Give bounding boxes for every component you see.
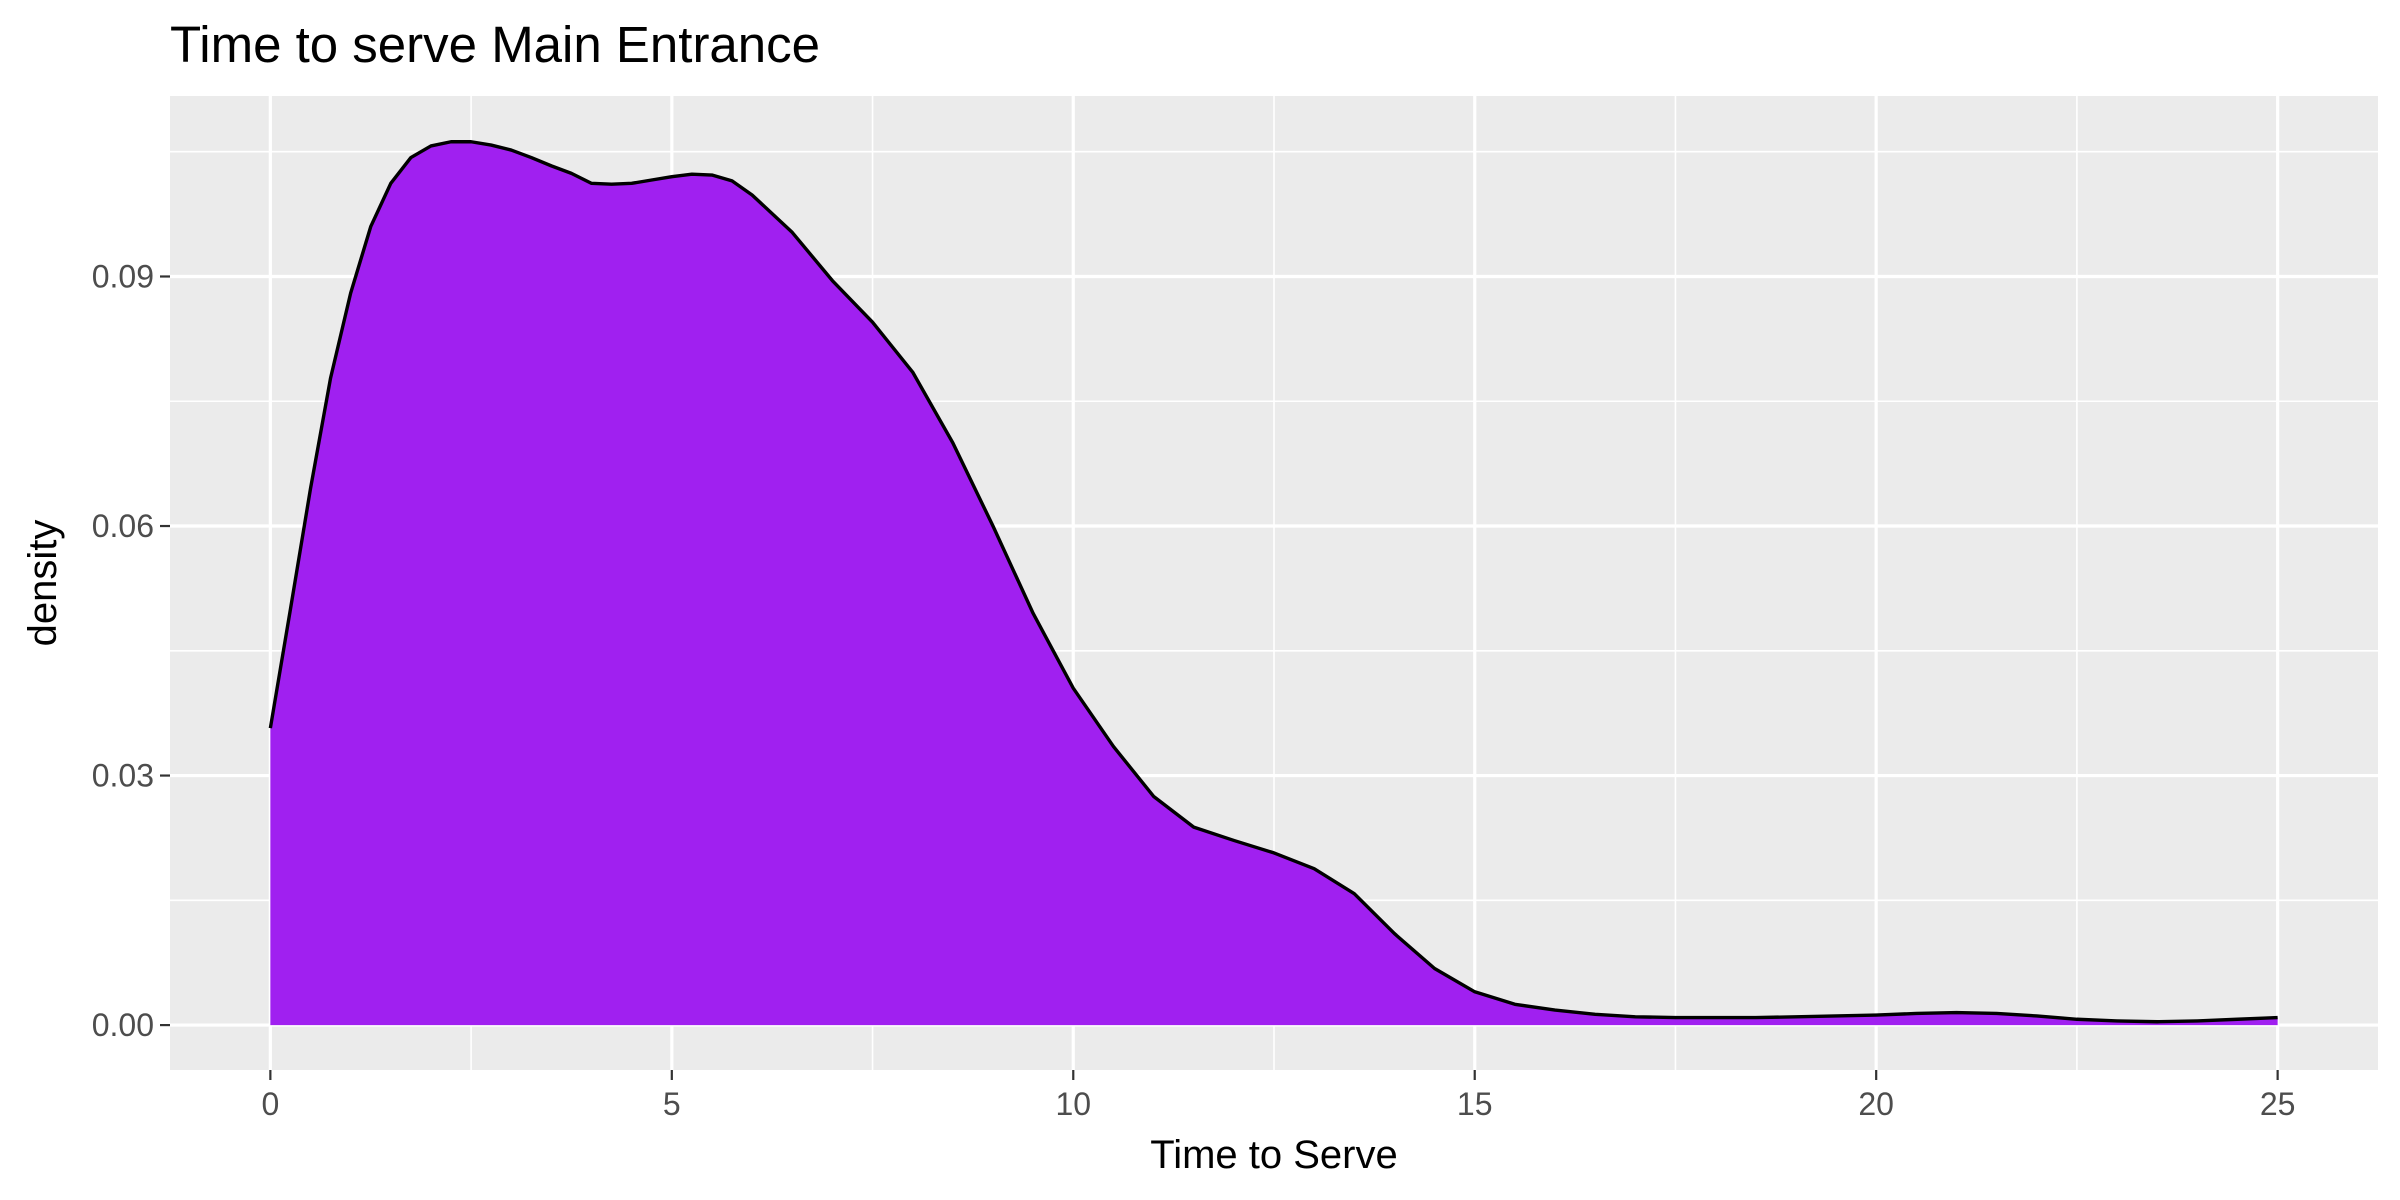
density-area [270,141,2278,1026]
y-axis-title: density [21,520,65,647]
x-tick-label: 5 [663,1086,681,1122]
x-tick-label: 20 [1858,1086,1894,1122]
y-axis: 0.00 0.03 0.06 0.09 [92,258,170,1043]
chart-title: Time to serve Main Entrance [170,16,820,73]
x-axis: 0 5 10 15 20 25 [261,1070,2295,1122]
y-tick-label: 0.06 [92,508,154,544]
y-tick-label: 0.00 [92,1007,154,1043]
x-axis-title: Time to Serve [1150,1133,1397,1177]
y-tick-label: 0.09 [92,258,154,294]
x-tick-label: 15 [1457,1086,1493,1122]
y-tick-label: 0.03 [92,758,154,794]
x-tick-label: 25 [2260,1086,2296,1122]
x-tick-label: 10 [1055,1086,1091,1122]
density-outline [268,140,2278,1024]
x-tick-label: 0 [261,1086,279,1122]
